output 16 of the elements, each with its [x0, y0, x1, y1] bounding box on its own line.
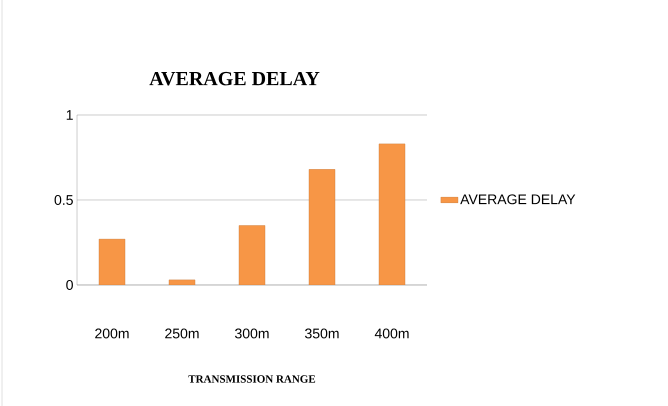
x-tick-label: 350m: [305, 328, 339, 338]
x-tick-label: 400m: [374, 328, 409, 338]
y-tick-label: 0.5: [54, 195, 73, 205]
bar: [238, 225, 266, 285]
x-tick-label: 250m: [165, 328, 199, 338]
x-tick-label: 300m: [235, 328, 269, 338]
bar: [308, 169, 336, 285]
x-axis-title: TRANSMISSION RANGE: [188, 375, 316, 383]
y-tick-label: 0: [66, 280, 73, 290]
bar: [378, 144, 406, 285]
x-tick-label: 200m: [95, 328, 129, 338]
y-tick-label: 1: [66, 110, 73, 120]
bar: [98, 238, 126, 285]
legend-label: AVERAGE DELAY: [460, 194, 576, 204]
bar: [168, 280, 196, 285]
chart-title: AVERAGE DELAY: [149, 72, 320, 86]
